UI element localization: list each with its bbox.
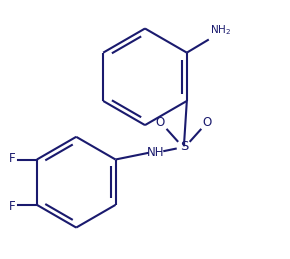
Text: F: F <box>9 200 16 213</box>
Text: F: F <box>9 152 16 164</box>
Text: NH: NH <box>147 146 165 159</box>
Text: NH$_2$: NH$_2$ <box>210 23 231 37</box>
Text: S: S <box>180 140 188 153</box>
Text: O: O <box>156 116 165 128</box>
Text: O: O <box>203 116 212 128</box>
